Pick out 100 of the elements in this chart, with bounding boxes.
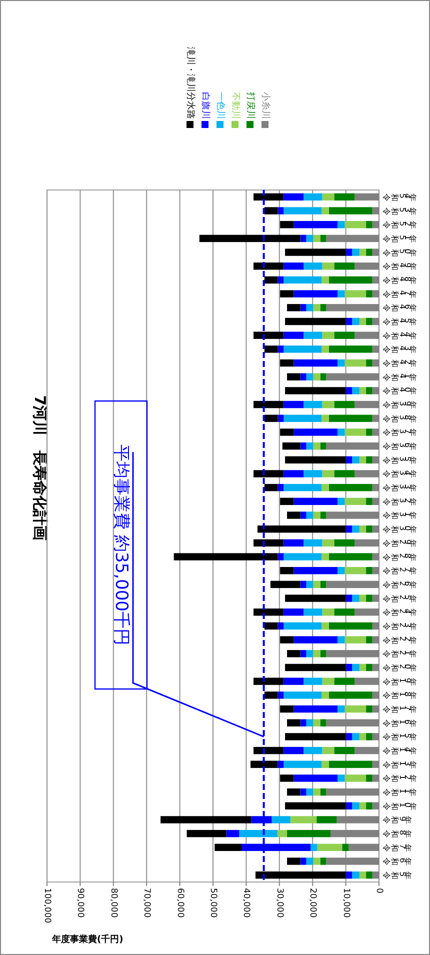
bar — [328, 484, 372, 492]
bar — [366, 733, 372, 740]
bar — [372, 774, 379, 782]
bar — [334, 262, 355, 270]
bar — [344, 498, 366, 505]
y-tick-label: 令和23年 — [382, 622, 418, 630]
bar — [366, 567, 372, 574]
y-tick-label: 令和46年 — [382, 304, 418, 312]
y-tick-label: 令和8年 — [382, 830, 412, 838]
bar — [366, 221, 372, 228]
bar — [226, 830, 240, 838]
bar — [304, 539, 322, 547]
bar — [283, 539, 304, 547]
bar — [285, 456, 346, 464]
bar — [283, 608, 304, 616]
bar — [300, 304, 306, 312]
y-tick-label: 令和44年 — [382, 332, 418, 340]
bar — [322, 622, 329, 630]
bar — [264, 346, 278, 353]
bar — [338, 705, 345, 713]
bar — [174, 553, 278, 560]
text: 滝川・滝川分水路 — [185, 47, 196, 119]
y-tick-label: 令和17年 — [382, 706, 418, 714]
bar — [313, 650, 320, 658]
bar — [278, 553, 284, 560]
y-tick-label: 令和28年 — [382, 553, 418, 562]
bar — [346, 456, 352, 464]
bar — [322, 553, 329, 560]
bar — [306, 788, 314, 796]
bar — [359, 525, 366, 533]
bar — [254, 539, 284, 547]
bar — [322, 760, 329, 768]
bar — [214, 844, 242, 851]
y-tick-label: 令和7年 — [382, 844, 412, 852]
bar — [352, 664, 360, 672]
y-tick-label: 令和14年 — [382, 747, 418, 756]
bar — [352, 594, 360, 602]
bar — [300, 719, 306, 726]
bar — [264, 414, 278, 422]
bar — [372, 760, 379, 768]
bar — [280, 221, 294, 228]
x-tick-label: 0 — [374, 888, 384, 894]
bar — [250, 760, 278, 768]
bar — [285, 733, 346, 740]
y-tick-label: 令和34年 — [382, 470, 418, 478]
bar — [306, 650, 314, 658]
bar — [359, 318, 366, 326]
bar — [334, 608, 355, 616]
bar — [287, 719, 300, 726]
y-tick-label: 令和10年 — [382, 802, 418, 810]
bar — [317, 844, 342, 851]
bar — [322, 207, 329, 214]
bar — [264, 484, 278, 492]
bar — [322, 746, 334, 754]
bar — [372, 456, 379, 464]
bar — [280, 705, 294, 713]
bar — [354, 332, 379, 339]
text: 白旗川 — [200, 92, 211, 119]
bar — [290, 816, 317, 824]
bar — [254, 400, 284, 408]
bar — [284, 692, 322, 699]
bar — [254, 678, 284, 685]
bar — [336, 816, 379, 824]
bar — [322, 608, 334, 616]
bar — [346, 733, 352, 740]
bar — [334, 332, 355, 339]
y-tick-label: 令和11年 — [382, 788, 418, 797]
bar — [320, 858, 326, 865]
bar — [272, 816, 290, 824]
bar — [352, 871, 360, 879]
bar — [326, 512, 379, 519]
bar — [338, 428, 345, 436]
bar — [326, 373, 379, 380]
x-tick-label: 100,000 — [42, 888, 52, 924]
y-tick-label: 令和6年 — [382, 858, 412, 866]
bar — [284, 484, 322, 492]
bar — [320, 304, 326, 312]
bar — [344, 428, 366, 436]
bar — [352, 525, 360, 533]
bar — [338, 567, 345, 574]
bar — [372, 359, 379, 367]
bar — [338, 498, 345, 505]
bar — [359, 594, 366, 602]
bar — [306, 858, 314, 865]
bar — [346, 871, 352, 879]
bar — [304, 608, 322, 616]
bar — [285, 664, 346, 672]
bar — [320, 580, 326, 588]
bar — [346, 802, 352, 810]
bar — [372, 567, 379, 574]
bar — [366, 802, 372, 810]
bar — [322, 539, 334, 547]
bar — [372, 414, 379, 422]
y-tick-label: 令和9年 — [382, 816, 412, 824]
bar — [280, 636, 294, 644]
bar — [294, 498, 338, 505]
bar — [322, 262, 334, 270]
bar — [359, 387, 366, 394]
bar — [283, 262, 304, 270]
bar — [300, 650, 306, 658]
